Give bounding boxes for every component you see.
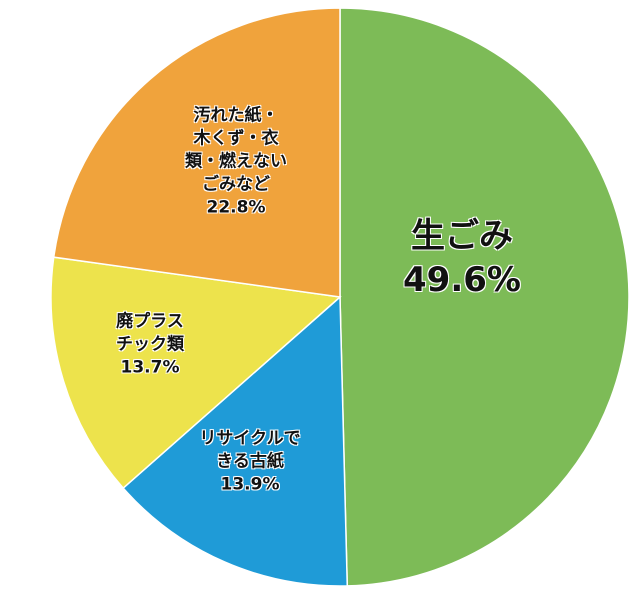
value-label: 22.8% [185,196,287,219]
pie-canvas [0,0,631,606]
value-label: 13.9% [199,473,300,496]
value-label: 49.6% [403,258,521,302]
category-label: リサイクルで きる古紙 [199,428,300,474]
category-label: 汚れた紙・ 木くず・衣 類・燃えない ごみなど [185,105,287,197]
category-label: 廃プラス チック類 [116,311,184,357]
value-label: 13.7% [116,356,184,379]
chart: 生ごみ49.6%リサイクルで きる古紙13.9%廃プラス チック類13.7%汚れ… [0,0,631,606]
category-label: 生ごみ [403,214,521,258]
